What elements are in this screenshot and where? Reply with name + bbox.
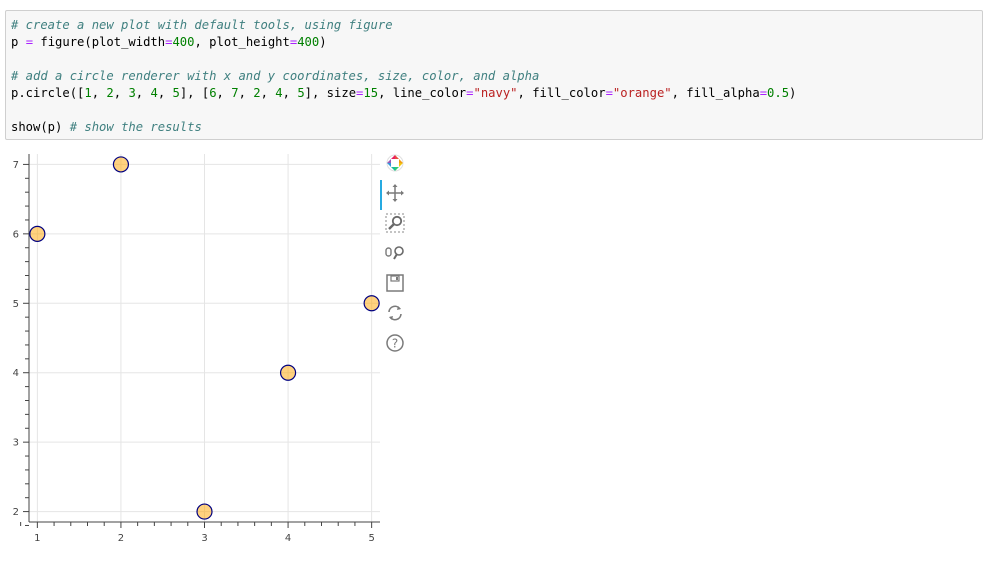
code-token: , bbox=[238, 86, 254, 100]
code-token: 1 bbox=[84, 86, 92, 100]
scatter-point bbox=[279, 364, 297, 381]
x-tick-label: 3 bbox=[201, 533, 207, 544]
code-token: 400 bbox=[297, 35, 320, 49]
scatter-point bbox=[363, 295, 380, 312]
code-token: 400 bbox=[172, 35, 195, 49]
code-token: 2 bbox=[106, 86, 114, 100]
reset-tool-button[interactable] bbox=[382, 300, 408, 326]
y-tick-label: 4 bbox=[13, 368, 19, 379]
code-token: "orange" bbox=[612, 86, 672, 100]
pan-icon bbox=[386, 184, 404, 202]
bokeh-plot[interactable]: 1 2 3 4 5 2 3 4 5 6 7 bbox=[0, 148, 992, 559]
code-token: 4 bbox=[275, 86, 283, 100]
code-token: 7 bbox=[231, 86, 239, 100]
scatter-point bbox=[29, 225, 46, 242]
reset-icon bbox=[388, 305, 402, 321]
code-cell[interactable]: # create a new plot with default tools, … bbox=[5, 10, 983, 140]
code-token: 3 bbox=[128, 86, 136, 100]
code-token: ) bbox=[319, 35, 327, 49]
scatter-point bbox=[196, 503, 213, 520]
code-token: figure(plot_width bbox=[33, 35, 166, 49]
code-token: , plot_height bbox=[194, 35, 290, 49]
code-token: ], size bbox=[304, 86, 357, 100]
code-token: , bbox=[157, 86, 173, 100]
code-token: , bbox=[282, 86, 298, 100]
code-line: # add a circle renderer with x and y coo… bbox=[11, 68, 977, 85]
code-token: 5 bbox=[297, 86, 305, 100]
x-tick-label: 4 bbox=[285, 533, 291, 544]
code-token: 6 bbox=[209, 86, 217, 100]
code-token: = bbox=[466, 86, 474, 100]
wheel-zoom-tool-button[interactable] bbox=[382, 240, 408, 266]
y-tick-label: 7 bbox=[13, 160, 19, 171]
code-token: 0.5 bbox=[767, 86, 790, 100]
code-token: ) bbox=[789, 86, 797, 100]
save-icon bbox=[386, 274, 404, 292]
code-token: 4 bbox=[150, 86, 158, 100]
code-comment: # show the results bbox=[69, 120, 202, 134]
plot-toolbar: ? bbox=[380, 150, 410, 370]
code-token: = bbox=[759, 86, 768, 100]
box-zoom-icon bbox=[385, 213, 405, 233]
code-blank-line bbox=[11, 51, 977, 68]
code-token: = bbox=[356, 86, 364, 100]
pan-tool-button[interactable] bbox=[380, 180, 408, 210]
code-line: p = figure(plot_width=400, plot_height=4… bbox=[11, 34, 977, 51]
code-blank-line bbox=[11, 102, 977, 119]
code-token: = bbox=[289, 35, 298, 49]
svg-text:?: ? bbox=[392, 337, 398, 351]
code-token: ], [ bbox=[179, 86, 210, 100]
code-token: show(p) bbox=[11, 120, 70, 134]
y-tick-label: 2 bbox=[13, 507, 19, 518]
code-token: , bbox=[260, 86, 276, 100]
help-icon: ? bbox=[386, 334, 404, 352]
save-tool-button[interactable] bbox=[382, 270, 408, 296]
code-token: , bbox=[91, 86, 107, 100]
x-tick-label: 1 bbox=[34, 533, 40, 544]
code-line: # create a new plot with default tools, … bbox=[11, 17, 977, 34]
code-token: = bbox=[165, 35, 173, 49]
code-token: , fill_color bbox=[517, 86, 606, 100]
help-tool-button[interactable]: ? bbox=[382, 330, 408, 356]
code-token: , fill_alpha bbox=[671, 86, 760, 100]
x-tick-label: 2 bbox=[118, 533, 124, 544]
code-token: , line_color bbox=[378, 86, 467, 100]
code-token: , bbox=[216, 86, 232, 100]
y-tick-label: 3 bbox=[13, 438, 19, 449]
code-token: 15 bbox=[363, 86, 379, 100]
bokeh-logo-icon[interactable] bbox=[382, 150, 408, 176]
y-tick-label: 6 bbox=[13, 229, 19, 240]
y-tick-label: 5 bbox=[13, 299, 19, 310]
scatter-plot-canvas[interactable]: 1 2 3 4 5 2 3 4 5 6 7 bbox=[0, 148, 992, 559]
scatter-point bbox=[112, 156, 130, 173]
code-comment: # add a circle renderer with x and y coo… bbox=[11, 69, 540, 83]
code-line: show(p) # show the results bbox=[11, 119, 977, 136]
code-line: p.circle([1, 2, 3, 4, 5], [6, 7, 2, 4, 5… bbox=[11, 85, 977, 102]
code-token: 2 bbox=[253, 86, 261, 100]
code-token: , bbox=[135, 86, 151, 100]
code-token: = bbox=[25, 35, 34, 49]
code-token: p.circle([ bbox=[11, 86, 85, 100]
code-token: = bbox=[605, 86, 613, 100]
code-token: , bbox=[113, 86, 129, 100]
wheel-zoom-icon bbox=[385, 246, 404, 260]
box-zoom-tool-button[interactable] bbox=[382, 210, 408, 236]
code-token: "navy" bbox=[473, 86, 518, 100]
code-token: p bbox=[11, 35, 26, 49]
x-tick-label: 5 bbox=[368, 533, 374, 544]
code-token: 5 bbox=[172, 86, 180, 100]
code-comment: # create a new plot with default tools, … bbox=[11, 18, 393, 32]
